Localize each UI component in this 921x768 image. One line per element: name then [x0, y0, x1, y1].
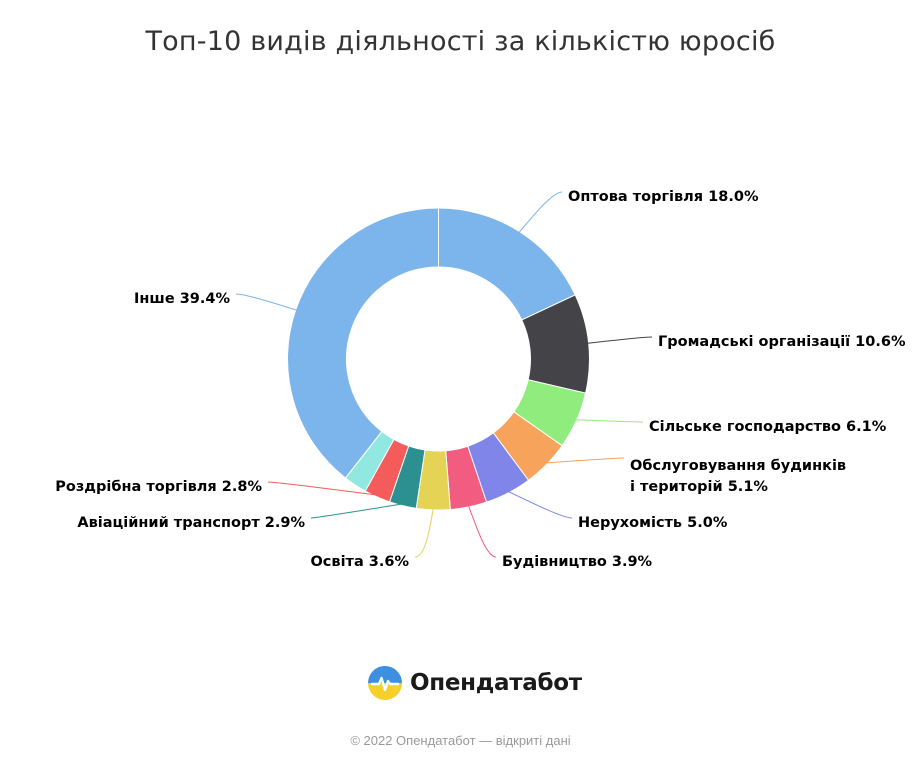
- data-label-1: Громадські організації 10.6%: [658, 334, 906, 350]
- credits-text[interactable]: © 2022 Опендатабот — відкриті дані: [350, 733, 571, 748]
- connector-7: [310, 503, 404, 519]
- brand-name: Опендатабот: [410, 670, 582, 696]
- slice-0[interactable]: [438, 207, 576, 321]
- data-label-8: Роздрібна торгівля 2.8%: [55, 479, 262, 495]
- slice-10[interactable]: [287, 207, 439, 479]
- connector-8: [267, 481, 379, 496]
- connector-4: [507, 490, 573, 519]
- data-label-7: Авіаційний транспорт 2.9%: [77, 515, 305, 531]
- data-label-line: і територій 5.1%: [630, 479, 768, 495]
- data-label-4: Нерухомість 5.0%: [578, 515, 728, 531]
- connector-3: [545, 457, 625, 464]
- chart-title: Топ-10 видів діяльності за кількістю юро…: [145, 26, 776, 57]
- data-label-5: Будівництво 3.9%: [502, 554, 653, 570]
- data-label-10: Інше 39.4%: [134, 291, 230, 307]
- connector-1: [586, 336, 653, 344]
- opendatabot-logo-icon: [368, 666, 402, 700]
- data-label-line: Обслуговування будинків: [630, 458, 846, 474]
- data-label-0: Оптова торгівля 18.0%: [568, 189, 759, 205]
- data-label-6: Освіта 3.6%: [310, 554, 409, 570]
- connector-2: [574, 419, 644, 423]
- connector-0: [518, 191, 563, 234]
- brand-logo-block[interactable]: Опендатабот: [368, 666, 582, 700]
- connector-6: [414, 507, 434, 558]
- data-label-2: Сільське господарство 6.1%: [649, 419, 887, 435]
- connector-5: [467, 504, 497, 558]
- data-label-3: Обслуговування будинків і територій 5.1%: [630, 458, 846, 495]
- connector-10: [235, 293, 298, 311]
